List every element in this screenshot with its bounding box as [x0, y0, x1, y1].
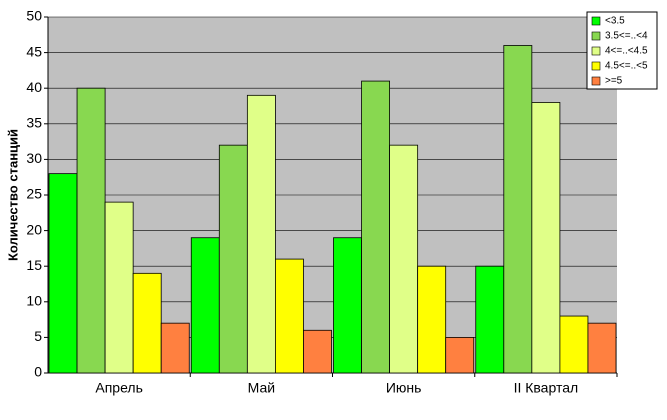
- y-tick-label: 15: [26, 257, 42, 273]
- y-tick-label: 25: [26, 186, 42, 202]
- legend-label: 4<=..<4.5: [605, 46, 648, 57]
- legend-swatch: [591, 46, 601, 56]
- bar: [503, 45, 533, 374]
- bar: [587, 322, 617, 374]
- legend-label: <3.5: [605, 16, 625, 27]
- bar: [445, 336, 475, 374]
- y-tick-label: 40: [26, 79, 42, 95]
- x-tick-label: Июнь: [386, 380, 422, 396]
- y-tick-label: 5: [34, 328, 42, 344]
- bar: [389, 144, 419, 374]
- x-tick-label: II Квартал: [514, 380, 579, 396]
- y-tick-label: 10: [26, 293, 42, 309]
- legend-swatch: [591, 31, 601, 41]
- legend-label: 4.5<=..<5: [605, 61, 648, 72]
- y-tick-label: 30: [26, 150, 42, 166]
- bar: [76, 87, 106, 374]
- bar: [417, 265, 447, 374]
- bar: [48, 173, 78, 374]
- legend-label: 3.5<=..<4: [605, 31, 648, 42]
- y-tick-label: 45: [26, 43, 42, 59]
- bar: [333, 237, 362, 374]
- y-axis-title: Количество станций: [5, 129, 20, 261]
- y-tick-label: 20: [26, 221, 42, 237]
- bar: [361, 80, 390, 374]
- bar: [475, 265, 505, 374]
- bar: [132, 272, 162, 374]
- bar: [303, 329, 332, 374]
- bar: [104, 201, 134, 374]
- legend-swatch: [591, 76, 601, 86]
- bar: [190, 237, 220, 374]
- bar: [246, 94, 276, 374]
- bar: [218, 144, 248, 374]
- bar: [160, 322, 190, 374]
- bar: [559, 315, 589, 374]
- legend-swatch: [591, 61, 601, 71]
- legend-label: >=5: [605, 76, 623, 87]
- y-tick-label: 50: [26, 8, 42, 24]
- bar: [531, 102, 561, 374]
- legend-swatch: [591, 16, 601, 26]
- x-tick-label: Апрель: [95, 380, 143, 396]
- y-tick-label: 0: [34, 364, 42, 380]
- y-tick-label: 35: [26, 115, 42, 131]
- bar: [274, 258, 304, 374]
- x-tick-label: Май: [248, 380, 275, 396]
